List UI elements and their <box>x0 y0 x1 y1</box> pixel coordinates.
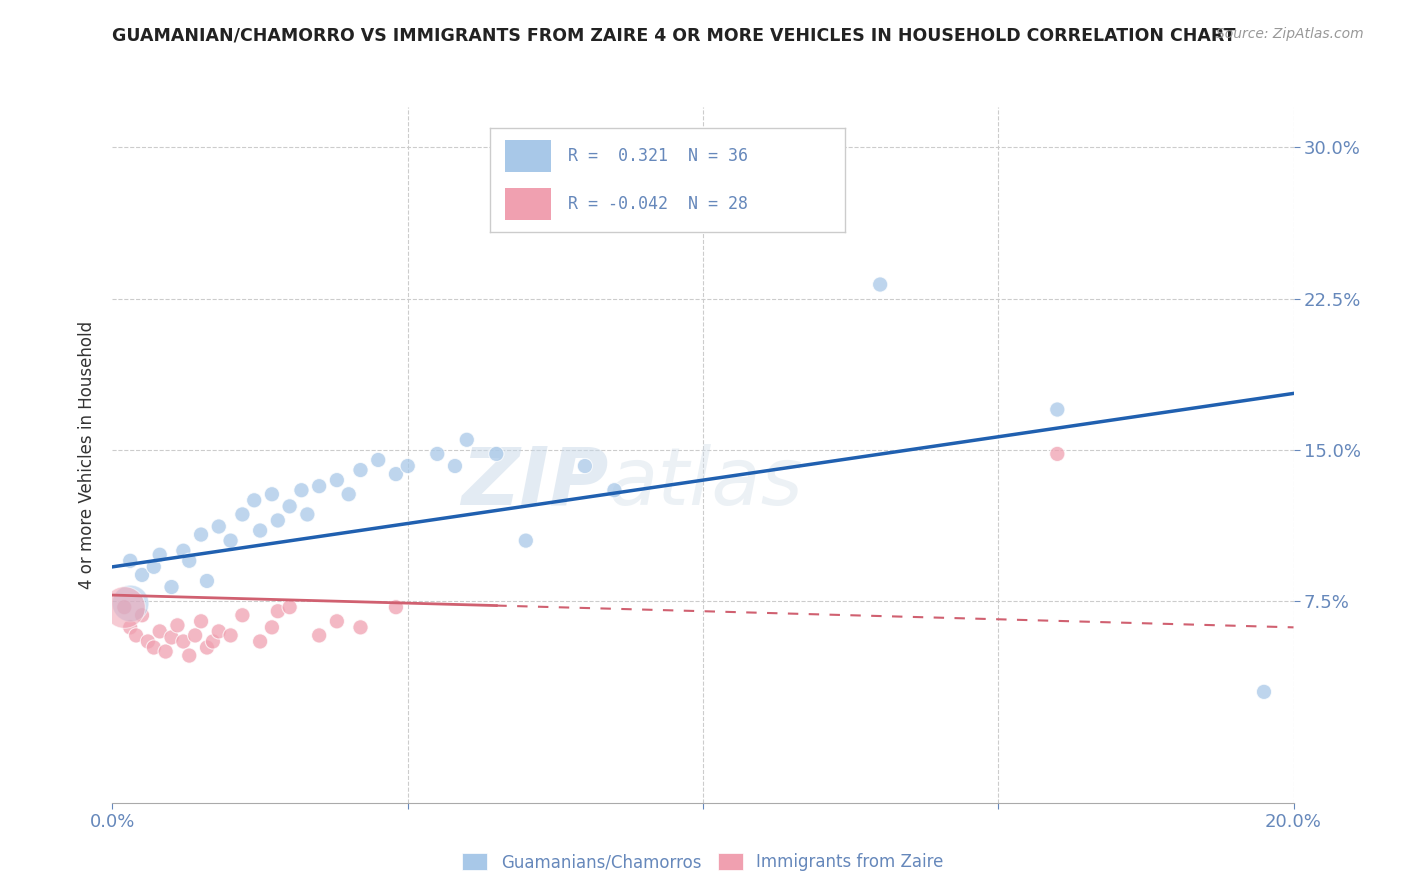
Point <box>160 631 183 645</box>
Point <box>1253 685 1275 699</box>
Point <box>249 524 271 538</box>
Point <box>179 554 201 568</box>
Point <box>149 548 172 562</box>
Point <box>326 473 349 487</box>
Point <box>195 574 218 588</box>
Point <box>260 487 283 501</box>
Y-axis label: 4 or more Vehicles in Household: 4 or more Vehicles in Household <box>77 321 96 589</box>
Point <box>172 634 194 648</box>
Point <box>1046 447 1069 461</box>
Point <box>308 479 330 493</box>
Point <box>166 618 188 632</box>
Point <box>142 559 165 574</box>
Point <box>444 458 467 473</box>
Point <box>396 458 419 473</box>
Text: atlas: atlas <box>609 443 803 522</box>
Point <box>326 615 349 629</box>
Legend: Guamanians/Chamorros, Immigrants from Zaire: Guamanians/Chamorros, Immigrants from Za… <box>456 847 950 878</box>
Point <box>208 624 231 639</box>
Point <box>190 615 212 629</box>
Point <box>308 628 330 642</box>
Point <box>869 277 891 292</box>
Point <box>136 634 159 648</box>
Point <box>385 600 408 615</box>
Point <box>1046 402 1069 417</box>
Point <box>120 596 142 610</box>
Point <box>349 620 371 634</box>
Point <box>201 634 224 648</box>
Point <box>125 628 148 642</box>
Point <box>112 600 135 615</box>
Point <box>574 458 596 473</box>
Point <box>337 487 360 501</box>
Point <box>243 493 266 508</box>
Point <box>267 513 290 527</box>
Text: GUAMANIAN/CHAMORRO VS IMMIGRANTS FROM ZAIRE 4 OR MORE VEHICLES IN HOUSEHOLD CORR: GUAMANIAN/CHAMORRO VS IMMIGRANTS FROM ZA… <box>112 27 1236 45</box>
Point <box>184 628 207 642</box>
Point <box>349 463 371 477</box>
Point <box>208 519 231 533</box>
Point <box>179 648 201 663</box>
Point <box>278 600 301 615</box>
Point <box>190 527 212 541</box>
Point <box>426 447 449 461</box>
Point <box>131 568 153 582</box>
Point <box>120 620 142 634</box>
Point <box>160 580 183 594</box>
Point <box>172 543 194 558</box>
Point <box>267 604 290 618</box>
Point <box>456 433 478 447</box>
Point <box>142 640 165 655</box>
Point <box>112 600 135 615</box>
Point <box>297 508 319 522</box>
Point <box>231 608 253 623</box>
Point <box>219 628 242 642</box>
Point <box>195 640 218 655</box>
Point <box>485 447 508 461</box>
Point <box>131 608 153 623</box>
Point <box>231 508 253 522</box>
Point <box>155 644 177 658</box>
Point <box>290 483 312 498</box>
Point <box>219 533 242 548</box>
Point <box>120 554 142 568</box>
Point <box>515 533 537 548</box>
Point <box>603 483 626 498</box>
Point <box>385 467 408 481</box>
Point <box>149 624 172 639</box>
Point <box>260 620 283 634</box>
Point <box>278 500 301 514</box>
Text: Source: ZipAtlas.com: Source: ZipAtlas.com <box>1216 27 1364 41</box>
Text: ZIP: ZIP <box>461 443 609 522</box>
Point <box>367 453 389 467</box>
Point <box>249 634 271 648</box>
